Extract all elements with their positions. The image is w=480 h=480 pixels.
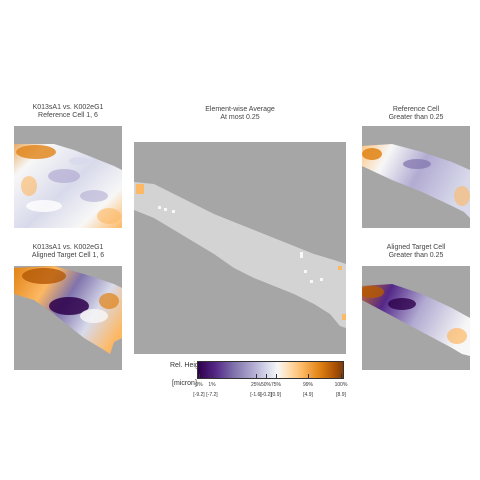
legend-tick-percent: 25% xyxy=(250,382,262,388)
legend-tick-mark xyxy=(308,374,309,378)
legend-tick-percent: 75% xyxy=(270,382,282,388)
legend-tick-value: [4.9] xyxy=(303,392,313,398)
white-pixel xyxy=(300,252,303,258)
reference-cell-threshold-panel xyxy=(362,126,470,228)
orange-pixel xyxy=(338,266,342,270)
center-title-line1: Element-wise Average xyxy=(205,106,275,113)
legend-tick-value: [8.9] xyxy=(336,392,346,398)
legend-tick-mark xyxy=(341,374,342,378)
top-right-title: Reference Cell Greater than 0.25 xyxy=(362,106,470,122)
legend-tick-mark xyxy=(256,374,257,378)
masked-region xyxy=(134,182,346,328)
legend-colorbar xyxy=(197,361,344,379)
orange-pixel xyxy=(342,314,346,320)
element-wise-average-heatmap xyxy=(134,182,346,328)
reference-cell-heatmap xyxy=(14,144,122,228)
element-wise-average-panel xyxy=(134,142,346,354)
reference-cell-threshold-heatmap xyxy=(362,144,470,218)
legend-tick-value: [-1.6] xyxy=(250,392,262,398)
white-pixel xyxy=(304,270,307,273)
top-left-title: K013sA1 vs. K002eG1 Reference Cell 1, 6 xyxy=(14,104,122,120)
legend-tick-mark xyxy=(212,374,213,378)
bottom-left-title-line2: Aligned Target Cell 1, 6 xyxy=(31,252,105,259)
aligned-target-cell-heatmap xyxy=(14,266,122,354)
legend-tick-percent: 100% xyxy=(334,382,348,388)
legend-tick-percent: 50% xyxy=(260,382,272,388)
reference-cell-panel xyxy=(14,126,122,228)
bottom-right-title-line2: Greater than 0.25 xyxy=(388,252,444,259)
legend-title: Rel. Height xyxy=(170,362,205,369)
legend-tick-value: [-0.2] xyxy=(260,392,272,398)
legend-tick-percent: 0% xyxy=(195,382,203,388)
aligned-target-threshold-heatmap xyxy=(362,284,470,356)
center-title-line2: At most 0.25 xyxy=(220,114,260,121)
white-pixel xyxy=(172,210,175,213)
center-title: Element-wise Average At most 0.25 xyxy=(134,106,346,122)
aligned-target-threshold-panel xyxy=(362,266,470,370)
top-right-title-line2: Greater than 0.25 xyxy=(388,114,444,121)
orange-pixel xyxy=(136,184,144,194)
white-pixel xyxy=(320,278,323,281)
legend-tick-mark xyxy=(199,374,200,378)
legend-tick-value: [-9.2] xyxy=(193,392,205,398)
bottom-right-title-line1: Aligned Target Cell xyxy=(386,244,446,251)
legend-tick-mark xyxy=(276,374,277,378)
legend-tick-mark xyxy=(266,374,267,378)
legend-tick-value: [0.9] xyxy=(271,392,281,398)
white-pixel xyxy=(158,206,161,209)
bottom-left-title: K013sA1 vs. K002eG1 Aligned Target Cell … xyxy=(14,244,122,260)
legend-tick-value: [-7.2] xyxy=(206,392,218,398)
aligned-target-cell-panel xyxy=(14,266,122,370)
top-right-title-line1: Reference Cell xyxy=(392,106,440,113)
white-pixel xyxy=(310,280,313,283)
top-left-title-line1: K013sA1 vs. K002eG1 xyxy=(32,104,104,111)
legend-tick-percent: 1% xyxy=(208,382,216,388)
top-left-title-line2: Reference Cell 1, 6 xyxy=(38,112,98,119)
legend-unit: [micron] xyxy=(172,380,197,387)
white-pixel xyxy=(164,208,167,211)
bottom-left-title-line1: K013sA1 vs. K002eG1 xyxy=(32,244,104,251)
bottom-right-title: Aligned Target Cell Greater than 0.25 xyxy=(362,244,470,260)
legend-tick-percent: 99% xyxy=(302,382,314,388)
